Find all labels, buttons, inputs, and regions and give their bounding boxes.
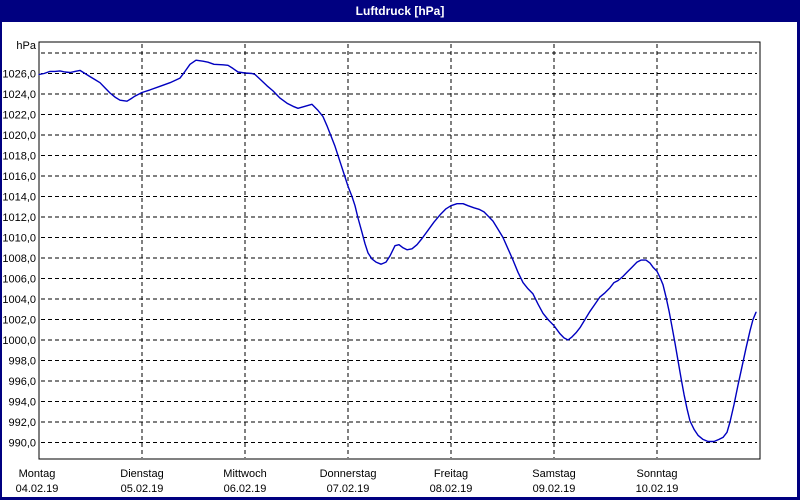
x-axis-date-label: 08.02.19 bbox=[430, 483, 473, 495]
y-axis-tick-label: 1026,0 bbox=[2, 69, 36, 81]
x-axis-date-label: 09.02.19 bbox=[533, 483, 576, 495]
y-axis-tick-label: 1016,0 bbox=[2, 171, 36, 183]
y-axis-tick-label: 1022,0 bbox=[2, 110, 36, 122]
x-axis-day-label: Dienstag bbox=[120, 468, 163, 480]
y-axis-tick-label: 1024,0 bbox=[2, 89, 36, 101]
y-axis-tick-label: 998,0 bbox=[8, 356, 36, 368]
y-axis-tick-label: 1002,0 bbox=[2, 315, 36, 327]
y-axis-tick-label: 994,0 bbox=[8, 397, 36, 409]
x-axis-date-label: 06.02.19 bbox=[224, 483, 267, 495]
x-axis-day-label: Donnerstag bbox=[320, 468, 377, 480]
chart-client-area bbox=[2, 22, 797, 497]
y-axis-unit-label: hPa bbox=[16, 40, 36, 52]
y-axis-tick-label: 1000,0 bbox=[2, 335, 36, 347]
plot-border bbox=[38, 41, 761, 460]
y-axis-tick-label: 1014,0 bbox=[2, 192, 36, 204]
x-axis-day-label: Freitag bbox=[434, 468, 468, 480]
y-axis-tick-label: 1004,0 bbox=[2, 294, 36, 306]
x-axis-date-label: 07.02.19 bbox=[327, 483, 370, 495]
y-axis-tick-label: 990,0 bbox=[8, 438, 36, 450]
y-axis-tick-label: 1006,0 bbox=[2, 274, 36, 286]
window-title: Luftdruck [hPa] bbox=[355, 4, 445, 18]
y-axis-tick-label: 992,0 bbox=[8, 417, 36, 429]
y-axis-tick-label: 1012,0 bbox=[2, 212, 36, 224]
x-axis-date-label: 04.02.19 bbox=[16, 483, 59, 495]
y-axis-tick-label: 1010,0 bbox=[2, 233, 36, 245]
window-title-bar[interactable]: Luftdruck [hPa] bbox=[0, 0, 800, 22]
x-axis-day-label: Mittwoch bbox=[223, 468, 266, 480]
x-axis-day-label: Samstag bbox=[532, 468, 575, 480]
y-axis-tick-label: 1018,0 bbox=[2, 151, 36, 163]
x-axis-date-label: 05.02.19 bbox=[121, 483, 164, 495]
y-axis-tick-label: 1008,0 bbox=[2, 253, 36, 265]
x-axis-day-label: Sonntag bbox=[637, 468, 678, 480]
x-axis-day-label: Montag bbox=[19, 468, 56, 480]
y-axis-tick-label: 1020,0 bbox=[2, 130, 36, 142]
x-axis-date-label: 10.02.19 bbox=[636, 483, 679, 495]
y-axis-tick-label: 996,0 bbox=[8, 376, 36, 388]
pressure-line bbox=[38, 59, 757, 443]
